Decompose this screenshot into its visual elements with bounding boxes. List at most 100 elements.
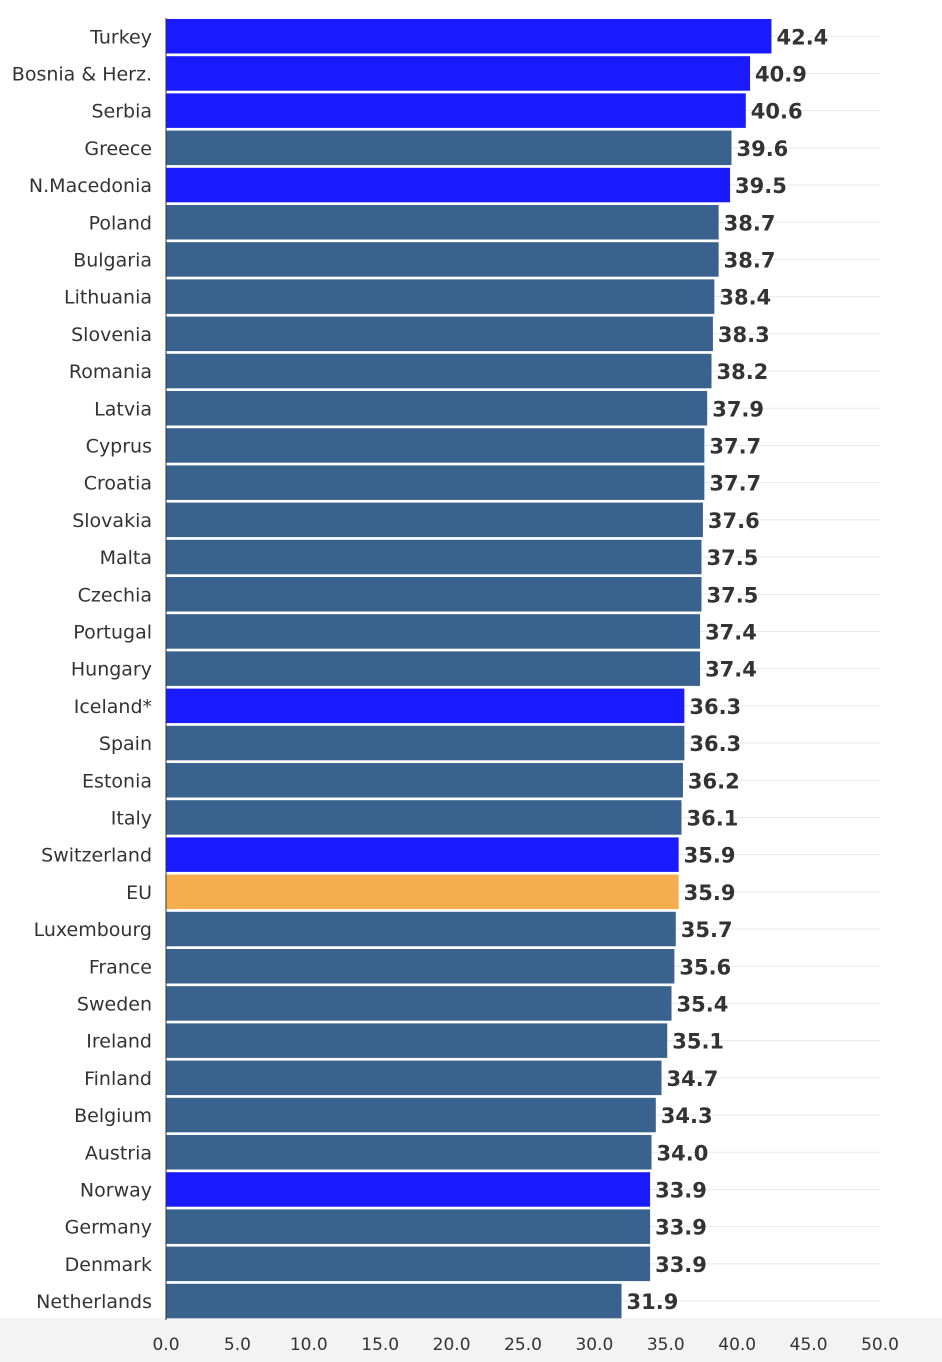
- bar: [166, 1209, 651, 1244]
- category-label: Denmark: [65, 1254, 152, 1276]
- bar: [166, 725, 685, 761]
- x-tick-label: 45.0: [790, 1335, 828, 1355]
- category-label: Switzerland: [41, 845, 152, 867]
- bar: [166, 1172, 651, 1207]
- value-label: 37.5: [707, 583, 759, 607]
- value-label: 34.3: [661, 1104, 713, 1128]
- category-label: Germany: [65, 1217, 152, 1239]
- category-label: Estonia: [82, 770, 152, 792]
- value-label: 37.4: [705, 658, 757, 682]
- category-label: Netherlands: [36, 1291, 152, 1313]
- x-tick-label: 15.0: [361, 1335, 399, 1355]
- category-label: Slovenia: [71, 324, 152, 346]
- bar: [166, 353, 712, 389]
- value-label: 34.0: [657, 1141, 709, 1165]
- bar: [166, 688, 685, 724]
- bar: [166, 1246, 651, 1282]
- value-label: 37.6: [708, 509, 760, 533]
- category-label: Ireland: [86, 1031, 152, 1053]
- bars: [166, 19, 772, 1319]
- bar: [166, 1135, 652, 1170]
- bar: [166, 502, 703, 538]
- value-label: 37.9: [712, 397, 764, 421]
- value-label: 39.6: [736, 137, 788, 161]
- bar: [166, 167, 731, 203]
- value-label: 37.4: [705, 620, 757, 644]
- category-label: Luxembourg: [34, 919, 152, 941]
- bar: [166, 837, 679, 872]
- value-label: 42.4: [776, 25, 828, 49]
- value-label: 33.9: [655, 1216, 707, 1240]
- bar: [166, 465, 705, 500]
- bar: [166, 800, 682, 835]
- bar: [166, 1023, 668, 1058]
- x-axis-ticks: 0.0 5.0 10.0 15.0 20.0 25.0 30.0 35.0 40.0 45.0 50…: [152, 1335, 898, 1355]
- value-label: 38.7: [724, 211, 776, 235]
- bar: [166, 763, 683, 798]
- x-tick-label: 5.0: [224, 1335, 251, 1355]
- category-label: Sweden: [77, 993, 152, 1015]
- category-label: Iceland*: [74, 696, 152, 718]
- bar: [166, 911, 676, 947]
- category-label: Lithuania: [64, 287, 152, 309]
- bar: [166, 1097, 656, 1133]
- bar: [166, 614, 701, 649]
- category-label: Greece: [84, 138, 152, 160]
- value-label: 39.5: [735, 174, 787, 198]
- value-label: 35.6: [679, 955, 731, 979]
- value-labels: 42.4 40.9 40.6 39.6 39.5 38.7 38.7 38.4 38.3 38.2…: [627, 25, 829, 1314]
- category-label: Croatia: [84, 473, 152, 495]
- category-label: Romania: [69, 361, 152, 383]
- value-label: 33.9: [655, 1253, 707, 1277]
- value-label: 35.7: [681, 918, 733, 942]
- value-label: 38.3: [718, 323, 770, 347]
- value-label: 38.4: [719, 286, 771, 310]
- bar: [166, 874, 679, 910]
- bar: [166, 949, 675, 984]
- bar: [166, 1283, 622, 1319]
- x-tick-label: 20.0: [433, 1335, 471, 1355]
- category-label: Norway: [80, 1179, 152, 1201]
- bar: [166, 19, 772, 54]
- bottom-band: [0, 1318, 942, 1362]
- category-label: Bulgaria: [73, 249, 152, 271]
- bar: [166, 205, 719, 240]
- category-label: Spain: [99, 733, 152, 755]
- x-tick-label: 30.0: [575, 1335, 613, 1355]
- bar: [166, 539, 702, 575]
- bar: [166, 56, 751, 91]
- category-label: Bosnia & Herz.: [12, 63, 152, 85]
- bar: [166, 986, 672, 1021]
- bar: [166, 428, 705, 463]
- category-label: Czechia: [78, 584, 152, 606]
- x-tick-label: 35.0: [647, 1335, 685, 1355]
- value-label: 35.9: [684, 881, 736, 905]
- bar: [166, 316, 713, 352]
- value-label: 35.1: [672, 1030, 724, 1054]
- category-label: Austria: [85, 1142, 152, 1164]
- value-label: 35.4: [677, 992, 729, 1016]
- bar: [166, 93, 746, 128]
- value-label: 37.5: [707, 546, 759, 570]
- bar: [166, 651, 701, 686]
- x-tick-label: 50.0: [861, 1335, 899, 1355]
- category-label: Latvia: [94, 398, 152, 420]
- category-label: Slovakia: [72, 510, 152, 532]
- category-label: Hungary: [71, 659, 152, 681]
- category-label: Poland: [89, 212, 152, 234]
- category-labels: Turkey Bosnia & Herz. Serbia Greece N.Macedo…: [12, 26, 152, 1313]
- value-label: 40.6: [751, 100, 803, 124]
- category-label: Portugal: [73, 621, 152, 643]
- bar: [166, 1060, 662, 1096]
- value-label: 36.3: [689, 695, 741, 719]
- value-label: 33.9: [655, 1178, 707, 1202]
- value-label: 34.7: [667, 1067, 719, 1091]
- x-tick-label: 0.0: [152, 1335, 179, 1355]
- category-label: Malta: [100, 547, 152, 569]
- x-tick-label: 10.0: [290, 1335, 328, 1355]
- value-label: 36.3: [689, 732, 741, 756]
- category-label: N.Macedonia: [29, 175, 152, 197]
- category-label: Serbia: [91, 101, 152, 123]
- bar: [166, 391, 708, 426]
